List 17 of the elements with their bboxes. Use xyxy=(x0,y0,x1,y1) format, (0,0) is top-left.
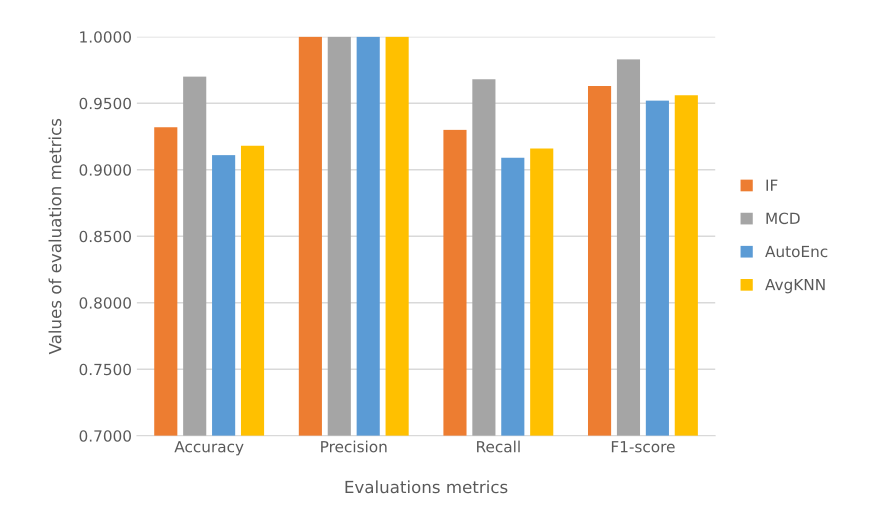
x-tick-label: Accuracy xyxy=(174,441,244,456)
y-tick-label: 1.0000 xyxy=(80,31,131,43)
legend-label: IF xyxy=(766,180,778,191)
y-tick-label: 0.8500 xyxy=(80,230,131,242)
y-tick-label: 0.7000 xyxy=(80,430,131,442)
y-tick-label: 0.9500 xyxy=(80,98,131,110)
y-tick-label: 0.7500 xyxy=(80,364,131,376)
legend-label: MCD xyxy=(766,212,800,224)
y-axis-title: Values of evaluation metrics xyxy=(48,118,62,354)
legend-label: AutoEnc xyxy=(765,246,828,258)
x-tick-label: F1-score xyxy=(612,441,675,452)
y-tick-label: 0.8000 xyxy=(80,297,131,309)
x-tick-label: Precision xyxy=(321,440,387,452)
x-axis-title: Evaluations metrics xyxy=(346,480,508,494)
y-tick-label: 0.9000 xyxy=(80,164,131,176)
x-tick-label: Recall xyxy=(477,440,520,452)
legend-label: AvgKNN xyxy=(765,279,825,294)
